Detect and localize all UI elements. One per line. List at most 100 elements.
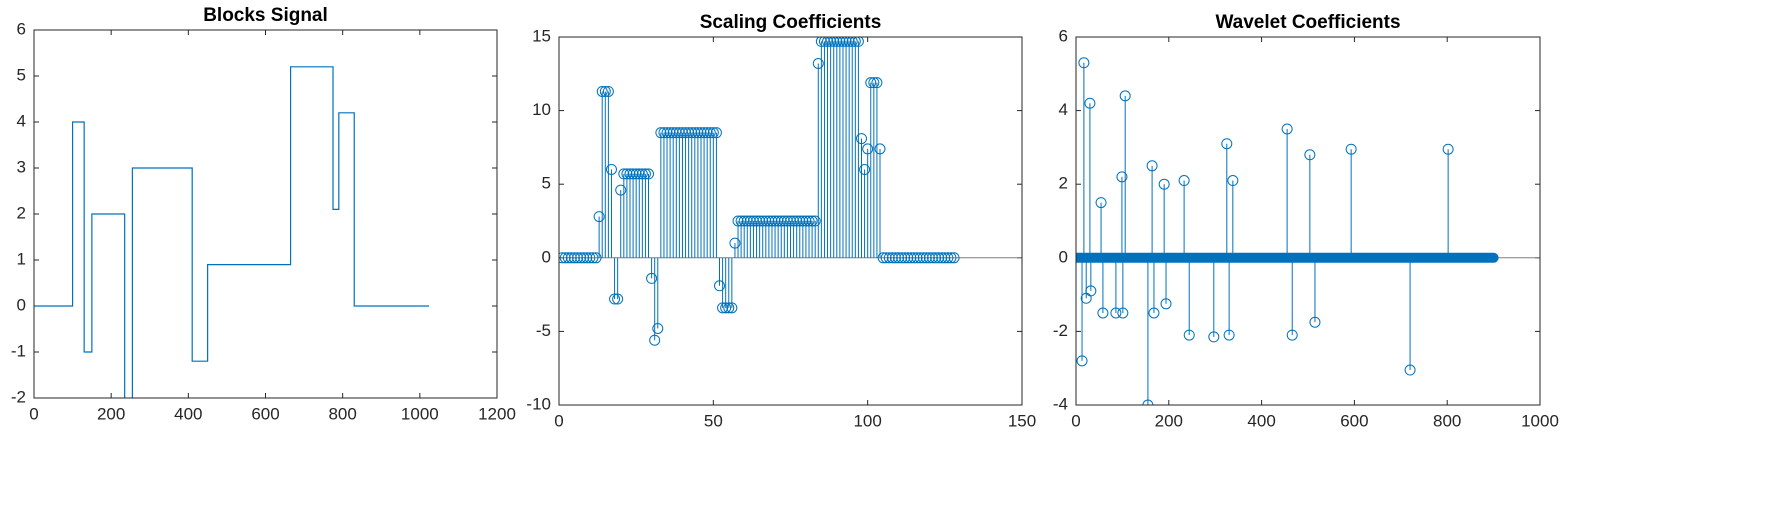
stem-marker — [670, 127, 682, 139]
stem-marker — [889, 252, 901, 264]
stem-marker — [914, 252, 926, 264]
x-tick-label: 400 — [1247, 411, 1275, 430]
stem-marker — [1085, 285, 1097, 297]
x-tick-label: 1000 — [401, 404, 439, 423]
stem-marker — [714, 280, 726, 292]
axes-box — [1075, 36, 1541, 406]
stem-marker — [886, 252, 898, 264]
stem-marker — [572, 252, 584, 264]
stem-marker — [633, 168, 645, 180]
x-tick-label: 50 — [704, 411, 723, 430]
y-tick-label: -1 — [11, 341, 26, 360]
stem-marker — [1442, 143, 1454, 155]
stem-marker — [803, 215, 815, 227]
stem-marker — [559, 252, 571, 264]
stem-marker — [769, 215, 781, 227]
y-tick-label: 6 — [17, 19, 26, 38]
stem-marker — [837, 37, 849, 47]
stem-marker — [658, 127, 670, 139]
y-tick-label: 0 — [17, 295, 26, 314]
chart-title: Scaling Coefficients — [700, 12, 882, 33]
plot-area — [1076, 57, 1540, 405]
subplot: Wavelet Coefficients -4 -2 0 2 4 6 0 200 400 600 80… — [1053, 12, 1559, 430]
stem-marker — [686, 127, 698, 139]
stem-marker — [926, 252, 938, 264]
stem-marker — [1208, 331, 1220, 343]
stem-marker — [726, 302, 738, 314]
x-tick-label: 1000 — [1521, 411, 1559, 430]
stem-marker — [618, 168, 630, 180]
stem-marker — [778, 215, 790, 227]
y-tick-label: 4 — [17, 111, 26, 130]
stem-marker — [1227, 175, 1239, 187]
stem-marker — [812, 57, 824, 69]
stem-marker — [717, 302, 729, 314]
stem-marker — [1097, 307, 1109, 319]
x-tick-label: 100 — [853, 411, 881, 430]
stem-marker — [1148, 307, 1160, 319]
stem-marker — [902, 252, 914, 264]
stem-marker — [578, 252, 590, 264]
stem-marker — [609, 293, 621, 305]
stem-marker — [732, 215, 744, 227]
stem-marker — [738, 215, 750, 227]
stem-marker — [1110, 307, 1122, 319]
stem-marker — [695, 127, 707, 139]
stem-marker — [680, 127, 692, 139]
stem-marker — [562, 252, 574, 264]
stem-marker — [794, 215, 806, 227]
axes-box — [33, 29, 498, 399]
x-tick-label: 0 — [1071, 411, 1080, 430]
stem-marker — [846, 37, 858, 47]
y-tick-label: 6 — [1059, 26, 1068, 45]
stem-marker — [559, 252, 568, 264]
stem-marker — [652, 322, 664, 334]
stem-marker — [1076, 355, 1088, 367]
stem-marker — [1095, 197, 1107, 209]
stem-marker — [1158, 178, 1170, 190]
stem-marker — [707, 127, 719, 139]
stem-marker — [1223, 329, 1235, 341]
stem-marker — [646, 272, 658, 284]
stem-marker — [596, 85, 608, 97]
stem-marker — [720, 302, 732, 314]
y-tick-label: -4 — [1053, 394, 1068, 413]
axes-box — [558, 36, 1023, 406]
stem-marker — [1183, 329, 1195, 341]
stem-marker — [775, 215, 787, 227]
stem-marker — [948, 252, 960, 264]
stem-marker — [1117, 307, 1129, 319]
stem-marker — [1116, 171, 1128, 183]
stem-marker — [800, 215, 812, 227]
stem-marker — [747, 215, 759, 227]
stem-marker — [692, 127, 704, 139]
stem-marker — [809, 215, 821, 227]
stem-marker — [757, 215, 769, 227]
stem-marker — [744, 215, 756, 227]
y-tick-label: -2 — [1053, 321, 1068, 340]
stem-marker — [883, 252, 895, 264]
y-tick-label: -10 — [526, 394, 551, 413]
stem-marker — [615, 184, 627, 196]
stem-marker — [643, 168, 655, 180]
stem-marker — [843, 37, 855, 47]
y-tick-label: 3 — [17, 157, 26, 176]
stem-marker — [704, 127, 716, 139]
stem-marker — [587, 252, 599, 264]
stem-marker — [905, 252, 917, 264]
stem-marker — [649, 334, 661, 346]
stem-marker — [689, 127, 701, 139]
stem-marker — [920, 252, 932, 264]
stem-marker — [621, 168, 633, 180]
x-tick-label: 200 — [97, 404, 125, 423]
stem-marker — [936, 252, 948, 264]
stem-marker — [825, 37, 837, 47]
stem-marker — [754, 215, 766, 227]
stem-marker — [893, 252, 905, 264]
stem-marker — [584, 252, 596, 264]
chart-title: Blocks Signal — [203, 5, 328, 26]
stem-marker — [581, 252, 593, 264]
stem-marker — [741, 215, 753, 227]
stem-marker — [1142, 399, 1154, 405]
stem-marker — [865, 77, 877, 89]
